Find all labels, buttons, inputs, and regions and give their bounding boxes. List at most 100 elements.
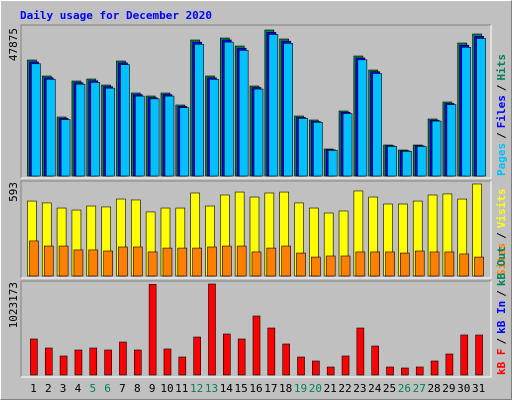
- x-tick-label: 5: [89, 382, 96, 395]
- bar: [297, 356, 305, 376]
- bar: [327, 150, 338, 177]
- bar: [194, 43, 204, 177]
- legend-entry: kB Out: [495, 246, 508, 286]
- bar: [251, 251, 262, 277]
- x-tick-label: 17: [264, 382, 277, 395]
- bar: [148, 284, 157, 376]
- bar: [238, 50, 249, 177]
- bar: [103, 250, 113, 277]
- bar: [177, 247, 188, 277]
- bar: [298, 118, 308, 177]
- bar: [224, 41, 234, 177]
- bar: [119, 341, 127, 376]
- bar: [416, 146, 427, 177]
- x-tick-label: 25: [383, 382, 396, 395]
- bar: [90, 82, 101, 177]
- bar: [401, 367, 409, 376]
- bar: [474, 256, 484, 277]
- bar: [207, 246, 217, 277]
- bar: [179, 107, 190, 177]
- bar: [45, 79, 56, 177]
- bar: [459, 253, 470, 277]
- bar: [178, 356, 187, 376]
- bar: [326, 366, 335, 376]
- bar: [75, 83, 86, 177]
- bar: [444, 251, 455, 277]
- bar: [415, 366, 424, 376]
- bar: [445, 353, 454, 376]
- y-tick-label: 47875: [7, 28, 20, 61]
- x-tick-label: 20: [309, 382, 322, 395]
- panel-dark-edge: [20, 24, 491, 178]
- x-tick-label: 7: [119, 382, 126, 395]
- bar: [163, 348, 172, 376]
- legend-separator: /: [495, 232, 508, 239]
- bar: [134, 95, 145, 177]
- legend-separator: /: [495, 84, 508, 91]
- bar: [356, 327, 365, 376]
- x-tick-label: 1: [30, 382, 37, 395]
- bar: [341, 355, 350, 376]
- bar: [371, 345, 380, 376]
- bar: [414, 250, 425, 277]
- bar: [266, 247, 277, 277]
- bar: [253, 88, 264, 177]
- x-tick-label: 28: [427, 382, 440, 395]
- bar: [475, 334, 483, 376]
- bar: [325, 255, 336, 277]
- bar: [282, 343, 290, 376]
- bar: [387, 146, 397, 177]
- panel-dark-edge: [20, 280, 491, 377]
- x-tick-label: 24: [368, 382, 382, 395]
- bar: [402, 150, 412, 177]
- bar: [460, 334, 469, 376]
- x-tick-label: 11: [175, 382, 188, 395]
- x-tick-label: 14: [220, 382, 234, 395]
- panel-light-edge: [21, 25, 492, 179]
- bar: [104, 349, 112, 376]
- x-tick-label: 13: [205, 382, 218, 395]
- bar: [386, 366, 394, 376]
- bar: [89, 347, 98, 376]
- panel-light-edge: [21, 281, 492, 378]
- legend: kB F / kB In / kB Out: [495, 246, 508, 375]
- bar: [73, 249, 84, 277]
- x-tick-label: 9: [149, 382, 156, 395]
- bar: [88, 249, 99, 277]
- panel-light-edge: [21, 181, 492, 279]
- bar: [31, 63, 41, 177]
- bar: [44, 347, 53, 376]
- x-tick-label: 10: [160, 382, 173, 395]
- bar: [476, 38, 486, 177]
- x-tick-label: 18: [279, 382, 292, 395]
- bar: [118, 246, 128, 277]
- x-tick-label: 6: [104, 382, 111, 395]
- legend-separator: /: [495, 290, 508, 297]
- bar: [446, 104, 457, 177]
- legend-separator: /: [495, 132, 508, 139]
- panel-dark-edge: [20, 180, 491, 278]
- bar: [296, 252, 306, 277]
- bar: [208, 283, 216, 376]
- bar: [281, 245, 291, 277]
- bar: [162, 247, 173, 277]
- bar: [222, 245, 232, 277]
- bar: [60, 119, 71, 177]
- x-tick-label: 31: [472, 382, 485, 395]
- bar: [43, 245, 54, 277]
- bar: [431, 120, 442, 177]
- bar: [223, 333, 231, 376]
- bar: [132, 246, 143, 277]
- bar: [147, 251, 158, 277]
- bar: [149, 98, 160, 177]
- bar: [120, 64, 130, 177]
- legend-entry: kB F: [495, 349, 508, 376]
- x-tick-label: 19: [294, 382, 307, 395]
- legend-entry: Pages: [495, 143, 508, 176]
- bar: [268, 34, 279, 177]
- bar: [372, 73, 383, 177]
- x-tick-label: 15: [235, 382, 248, 395]
- x-tick-label: 27: [413, 382, 426, 395]
- x-tick-label: 8: [134, 382, 141, 395]
